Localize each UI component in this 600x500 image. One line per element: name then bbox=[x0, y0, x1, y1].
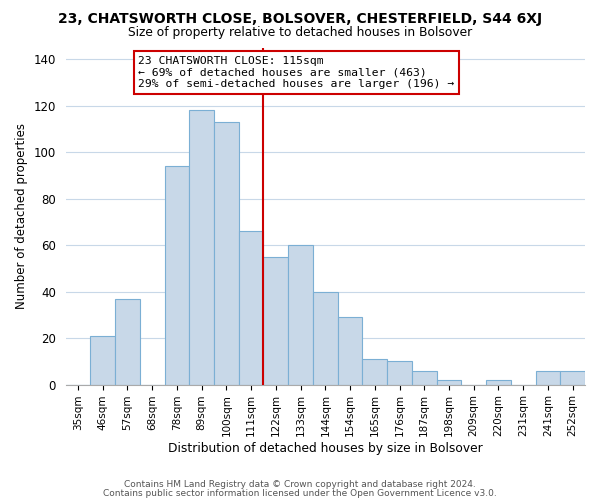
Bar bbox=[214, 122, 239, 384]
Text: Contains HM Land Registry data © Crown copyright and database right 2024.: Contains HM Land Registry data © Crown c… bbox=[124, 480, 476, 489]
Bar bbox=[387, 362, 412, 384]
Bar bbox=[412, 370, 437, 384]
Text: Contains public sector information licensed under the Open Government Licence v3: Contains public sector information licen… bbox=[103, 489, 497, 498]
Y-axis label: Number of detached properties: Number of detached properties bbox=[15, 123, 28, 309]
Bar bbox=[190, 110, 214, 384]
Bar bbox=[437, 380, 461, 384]
Bar bbox=[560, 370, 585, 384]
Bar bbox=[338, 317, 362, 384]
Bar bbox=[486, 380, 511, 384]
X-axis label: Distribution of detached houses by size in Bolsover: Distribution of detached houses by size … bbox=[168, 442, 483, 455]
Text: 23, CHATSWORTH CLOSE, BOLSOVER, CHESTERFIELD, S44 6XJ: 23, CHATSWORTH CLOSE, BOLSOVER, CHESTERF… bbox=[58, 12, 542, 26]
Bar bbox=[536, 370, 560, 384]
Bar bbox=[288, 245, 313, 384]
Bar bbox=[115, 298, 140, 384]
Bar bbox=[164, 166, 190, 384]
Text: Size of property relative to detached houses in Bolsover: Size of property relative to detached ho… bbox=[128, 26, 472, 39]
Bar bbox=[362, 359, 387, 384]
Bar bbox=[263, 256, 288, 384]
Bar bbox=[313, 292, 338, 384]
Bar bbox=[239, 231, 263, 384]
Bar bbox=[91, 336, 115, 384]
Text: 23 CHATSWORTH CLOSE: 115sqm
← 69% of detached houses are smaller (463)
29% of se: 23 CHATSWORTH CLOSE: 115sqm ← 69% of det… bbox=[139, 56, 455, 89]
